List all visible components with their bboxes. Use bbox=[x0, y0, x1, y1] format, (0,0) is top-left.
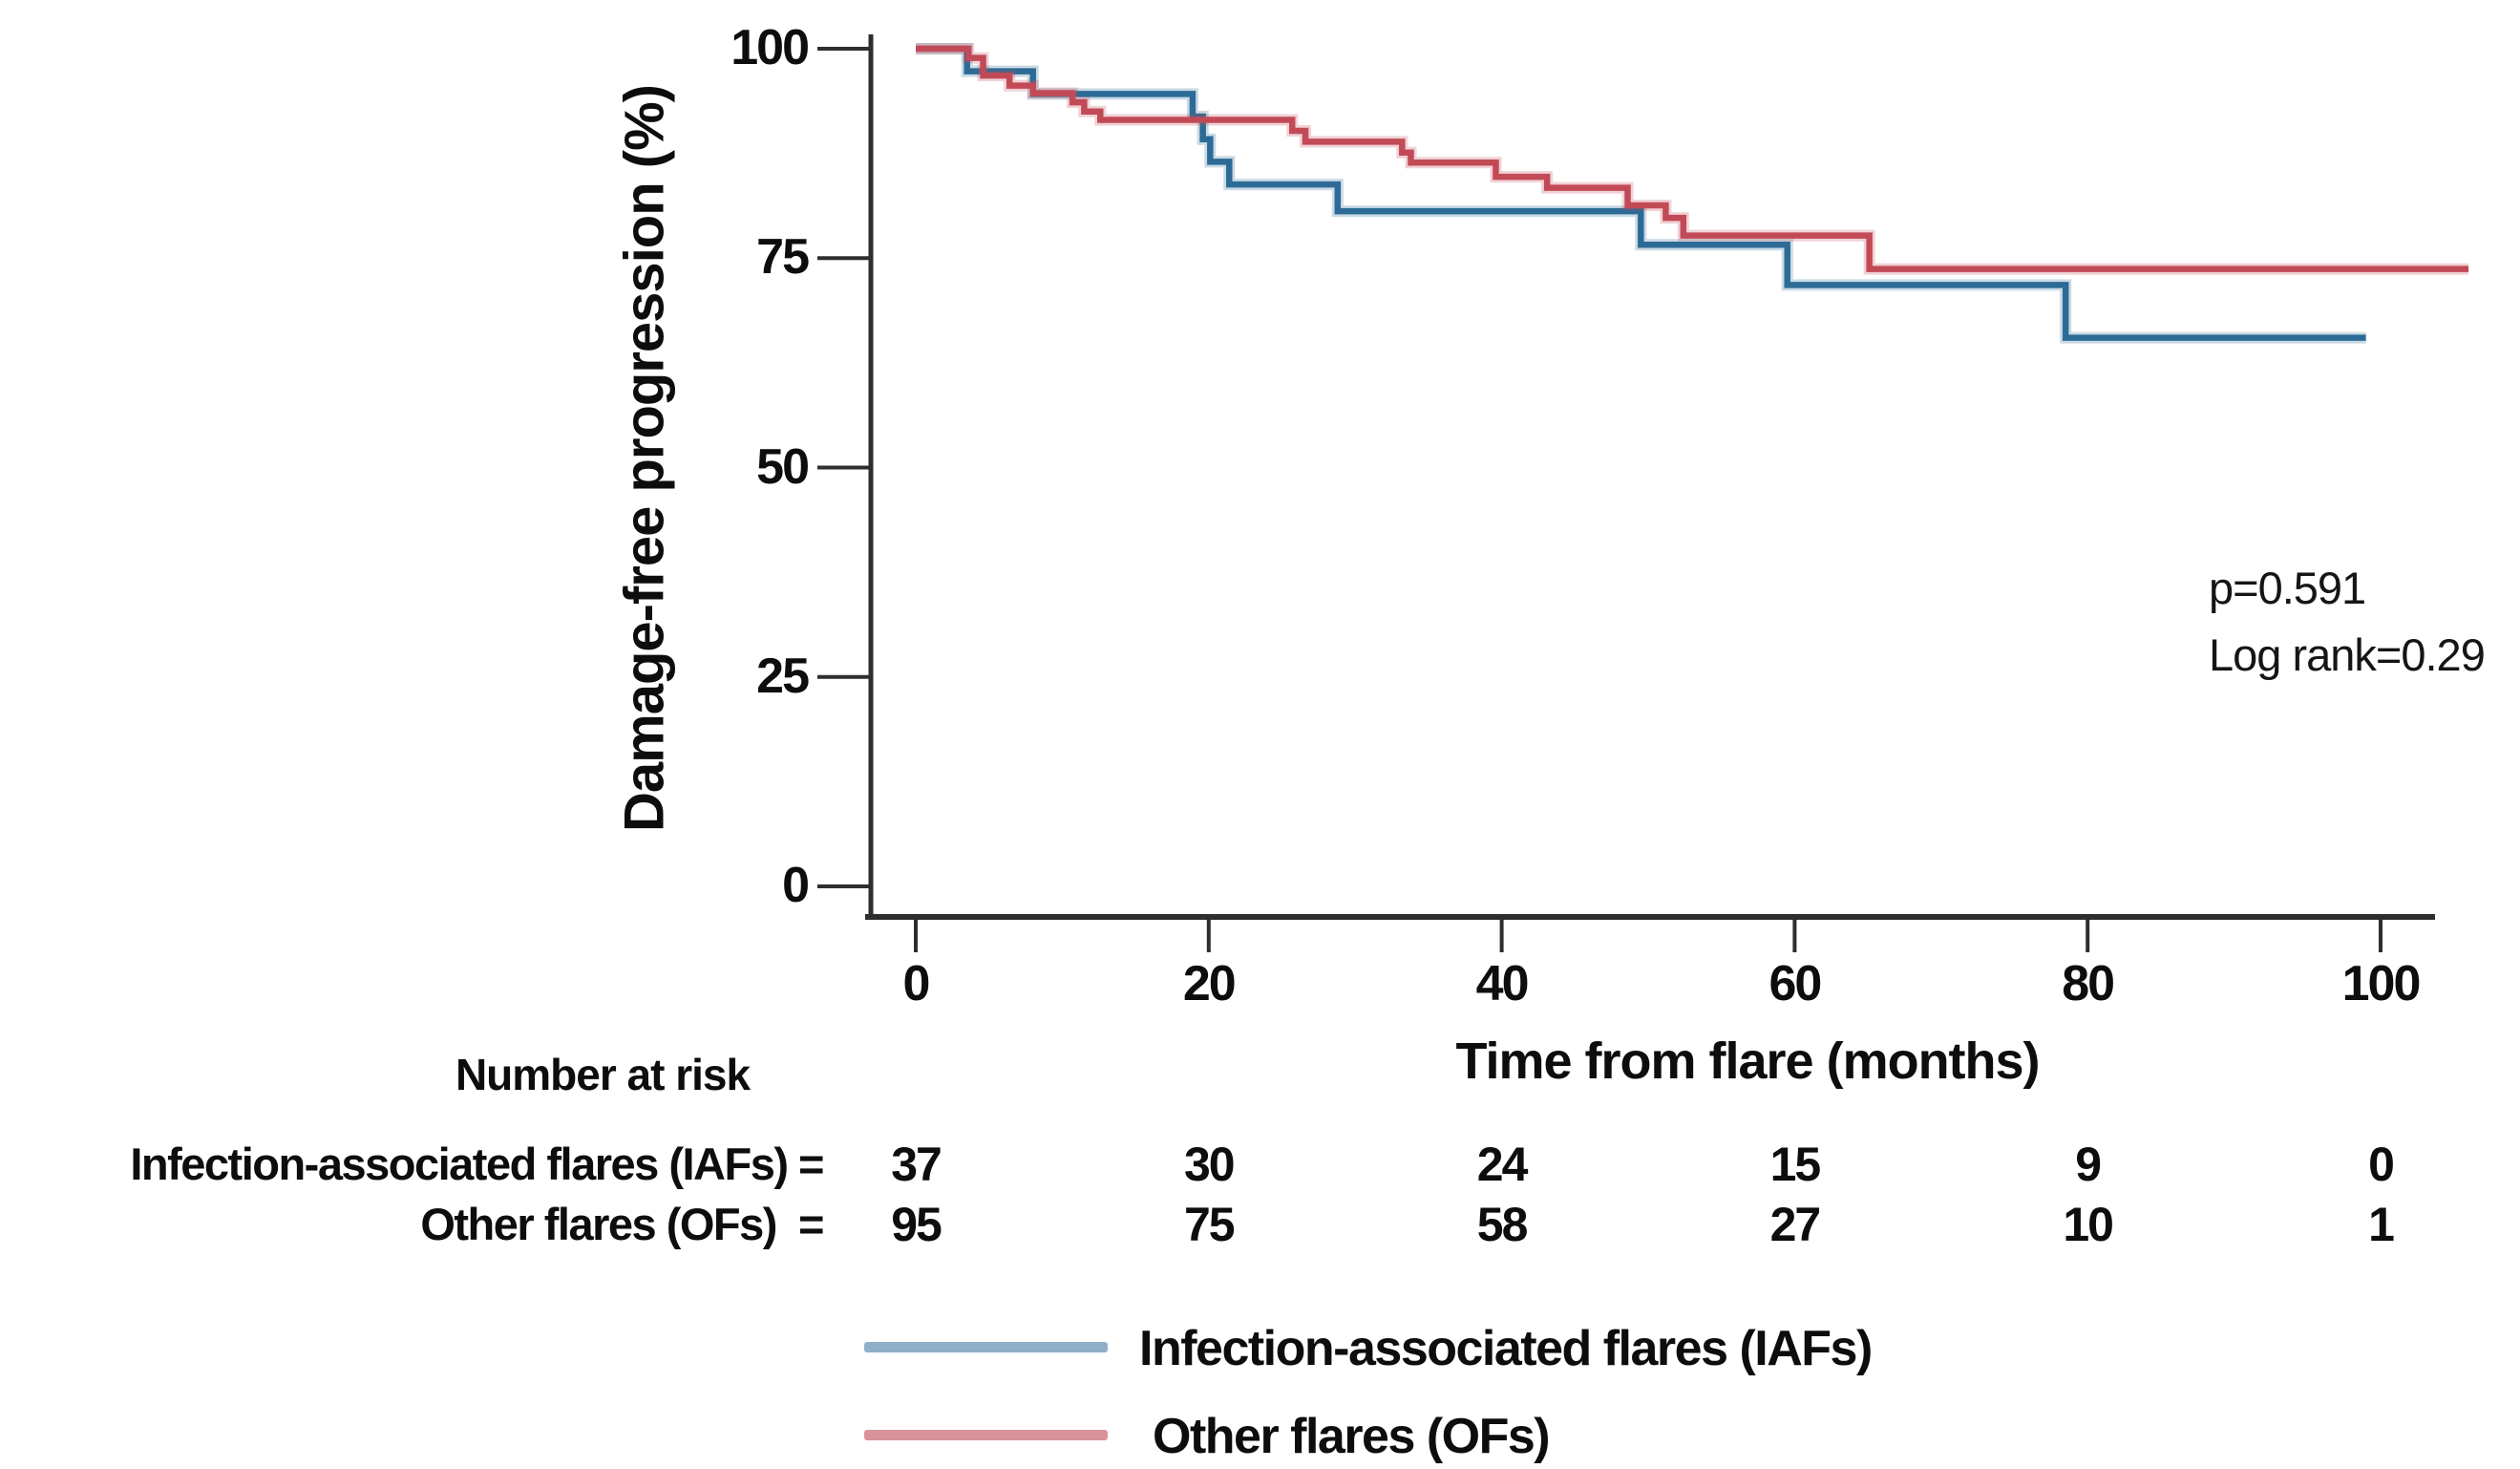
iaf-curve bbox=[916, 45, 2366, 341]
risk-value: 15 bbox=[1769, 1138, 1822, 1191]
risk-value: 37 bbox=[891, 1138, 942, 1191]
risk-value: 24 bbox=[1476, 1138, 1529, 1191]
x-tick-label: 100 bbox=[2341, 956, 2422, 1011]
legend-label-of: Other flares (OFs) bbox=[1153, 1409, 1551, 1464]
x-axis-title: Time from flare (months) bbox=[1455, 1033, 2040, 1090]
risk-value: 95 bbox=[891, 1198, 942, 1251]
legend-label-iaf: Infection-associated flares (IAFs) bbox=[1139, 1321, 1873, 1376]
risk-table-header: Number at risk bbox=[455, 1050, 751, 1099]
legend-line-of bbox=[864, 1430, 1108, 1440]
y-tick-label: 0 bbox=[782, 858, 810, 913]
risk-value: 9 bbox=[2075, 1138, 2102, 1191]
risk-value: 1 bbox=[2368, 1198, 2395, 1251]
x-tick-label: 60 bbox=[1768, 956, 1822, 1011]
y-tick-label: 50 bbox=[756, 438, 810, 495]
risk-value: 58 bbox=[1476, 1198, 1529, 1251]
risk-value: 10 bbox=[2063, 1198, 2114, 1251]
x-tick-label: 40 bbox=[1475, 956, 1530, 1011]
risk-value: 30 bbox=[1183, 1138, 1236, 1191]
y-tick-label: 100 bbox=[731, 20, 810, 75]
log-rank-annotation: Log rank=0.29 bbox=[2209, 629, 2486, 680]
p-value-annotation: p=0.591 bbox=[2209, 563, 2366, 613]
risk-row-label-iaf: Infection-associated flares (IAFs) = bbox=[130, 1139, 824, 1189]
risk-value: 0 bbox=[2368, 1138, 2395, 1191]
x-tick-label: 80 bbox=[2062, 956, 2115, 1011]
risk-value: 27 bbox=[1769, 1198, 1822, 1251]
risk-row-label-of: Other flares (OFs) = bbox=[420, 1199, 824, 1249]
y-tick-label: 75 bbox=[756, 229, 810, 286]
y-tick-label: 25 bbox=[756, 648, 810, 704]
risk-value: 75 bbox=[1183, 1198, 1236, 1251]
of-curve bbox=[916, 45, 2469, 272]
x-tick-label: 0 bbox=[902, 956, 931, 1011]
x-tick-label: 20 bbox=[1182, 956, 1237, 1011]
legend-line-iaf bbox=[864, 1342, 1108, 1352]
